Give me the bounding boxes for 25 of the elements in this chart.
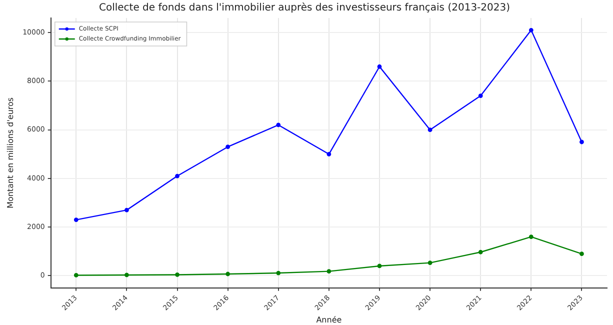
point — [276, 270, 281, 276]
point — [124, 272, 129, 278]
point — [326, 152, 332, 156]
y-axis-title: Montant en millions d'euros — [6, 97, 15, 208]
point — [428, 128, 432, 132]
point — [377, 64, 382, 69]
point — [124, 208, 129, 212]
point — [226, 272, 230, 276]
point — [478, 94, 483, 98]
x-axis-title: Année — [316, 315, 342, 324]
point — [478, 250, 483, 254]
point — [175, 174, 180, 178]
point — [74, 273, 78, 278]
point — [528, 28, 534, 32]
point — [580, 140, 584, 144]
point — [276, 122, 281, 128]
point — [175, 272, 180, 277]
chart-title: Collecte de fonds dans l'immobilier auprès des investisseurs français (2013-2023) — [98, 2, 510, 14]
point — [74, 218, 78, 222]
point — [326, 269, 332, 274]
point — [226, 144, 230, 150]
point — [377, 264, 382, 268]
point — [528, 234, 534, 240]
point — [428, 260, 432, 266]
point — [580, 252, 584, 256]
